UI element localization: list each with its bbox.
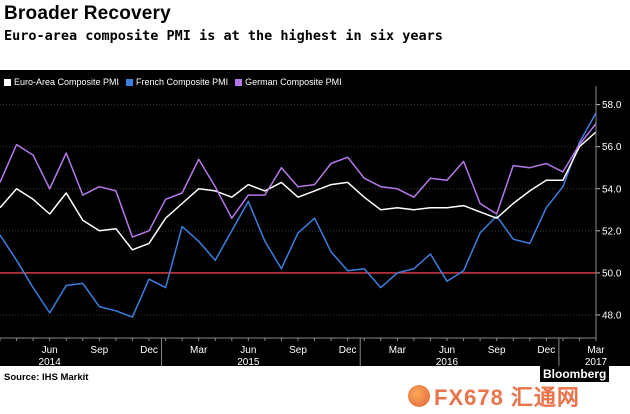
chart-subtitle: Euro-area composite PMI is at the highes… — [4, 28, 443, 44]
bloomberg-logo: Bloomberg — [540, 366, 610, 382]
legend-swatch-german — [235, 78, 243, 86]
x-year-label: 2015 — [237, 357, 260, 366]
series-line-french — [0, 112, 597, 318]
x-tick-label: Sep — [488, 345, 506, 356]
x-tick-label: Dec — [339, 345, 357, 356]
x-year-label: 2016 — [436, 357, 459, 366]
legend-swatch-french — [126, 78, 134, 86]
x-tick-label: Jun — [240, 345, 256, 356]
legend-swatch-euro-area — [4, 78, 11, 86]
x-tick-label: Sep — [289, 345, 307, 356]
series-line-german — [0, 123, 597, 238]
chart-panel: 48.0 50.0 52.0 54.0 56.0 58.0 Jun 2014 Sep Dec Ma… — [0, 70, 630, 366]
y-tick-label: 48.0 — [602, 310, 622, 321]
y-tick-label: 50.0 — [602, 268, 622, 279]
series-line-euro-area — [0, 131, 597, 251]
legend-item-euro-area: Euro-Area Composite PMI — [4, 77, 119, 87]
legend-label-french: French Composite PMI — [136, 77, 229, 87]
y-tick-label: 54.0 — [602, 184, 622, 195]
x-tick-label: Mar — [587, 345, 605, 356]
watermark-text: FX678 汇通网 — [434, 385, 580, 410]
y-axis-ticks: 48.0 50.0 52.0 54.0 56.0 58.0 — [595, 86, 622, 338]
y-tick-label: 58.0 — [602, 100, 622, 111]
chart-title: Broader Recovery — [4, 3, 171, 24]
x-tick-label: Mar — [190, 345, 208, 356]
x-tick-label: Sep — [90, 345, 108, 356]
legend-label-german: German Composite PMI — [245, 77, 342, 87]
y-tick-label: 56.0 — [602, 142, 622, 153]
legend-label-euro-area: Euro-Area Composite PMI — [14, 77, 120, 87]
x-tick-label: Dec — [140, 345, 158, 356]
x-tick-label: Jun — [42, 345, 58, 356]
watermark-logo-icon — [408, 385, 430, 407]
x-tick-label: Dec — [537, 345, 555, 356]
x-year-label: 2014 — [39, 357, 62, 366]
legend-item-french: French Composite PMI — [126, 77, 228, 87]
x-year-label: 2017 — [585, 357, 608, 366]
legend: Euro-Area Composite PMI French Composite… — [4, 74, 349, 90]
source-note: Source: IHS Markit — [4, 372, 89, 383]
x-tick-label: Mar — [389, 345, 407, 356]
x-tick-label: Jun — [439, 345, 455, 356]
series-lines — [0, 112, 597, 318]
y-tick-label: 52.0 — [602, 226, 622, 237]
legend-item-german: German Composite PMI — [235, 77, 342, 87]
watermark: FX678 汇通网 — [408, 380, 580, 412]
